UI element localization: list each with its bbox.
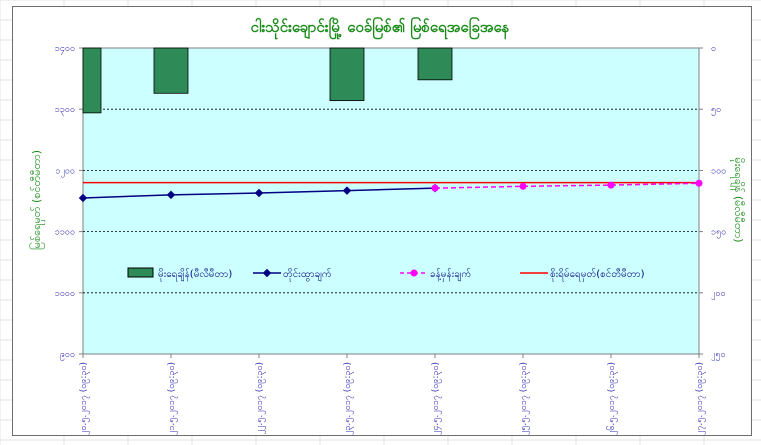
forecast-point bbox=[695, 179, 703, 187]
chart-title: ငါးသိုင်းချောင်းမြို့ ဝေခ်မြစ်၏ မြစ်ရေအခ… bbox=[251, 16, 510, 40]
forecast-point bbox=[519, 182, 527, 190]
observed-point bbox=[166, 190, 176, 200]
forecast-point bbox=[431, 184, 439, 192]
legend-label: မိုးရေချိန်(မီလီမီတာ) bbox=[158, 267, 232, 282]
x-tick-label: ၂၅.၅.၂၀၁၇ (၀၉:၃၀) bbox=[519, 362, 530, 435]
left-tick-label: ၁၀၀၀ bbox=[55, 289, 75, 299]
x-tick-label: ၂၁.၅.၂၀၁၇ (၀၉:၃၀) bbox=[167, 362, 178, 435]
left-tick-label: ၁၄၀၀ bbox=[55, 44, 75, 55]
right-tick-label: ၂၅၀ bbox=[711, 350, 726, 361]
left-tick-label: ၁၂၀၀ bbox=[55, 166, 75, 177]
rainfall-bar bbox=[329, 47, 365, 102]
series-line bbox=[434, 182, 700, 189]
x-tick-label: ၂၄.၅.၂၀၁၇ (၀၉:၃၀) bbox=[431, 362, 442, 435]
right-tick-label: ၀ bbox=[711, 44, 716, 54]
legend-marker bbox=[262, 268, 272, 278]
legend-label: တိုင်းထွာချက် bbox=[283, 267, 332, 282]
legend-swatch bbox=[127, 267, 154, 278]
left-tick-label: ၉၀၀ bbox=[60, 350, 75, 361]
rainfall-bar bbox=[153, 47, 189, 94]
observed-point bbox=[78, 193, 88, 203]
right-tick-label: ၂၀၀ bbox=[711, 289, 726, 300]
legend-label: ခန့်မှန်းချက် bbox=[430, 267, 471, 282]
left-tick-label: ၁၃၀၀ bbox=[55, 105, 75, 116]
rainfall-bar bbox=[82, 47, 102, 114]
left-axis-title: မြစ်ရေမှတ် (စင်တီမီတာ) bbox=[29, 150, 45, 250]
x-tick-label: ၂၇.၅.၂၀၁၇ (၀၉:၃၀) bbox=[695, 362, 706, 435]
x-tick-label: ၂၆.၅.၂၀၁၇ (၀၉:၃၀) bbox=[606, 362, 618, 435]
observed-point bbox=[342, 186, 352, 195]
left-tick-label: ၁၁၀၀ bbox=[55, 228, 75, 238]
forecast-point bbox=[607, 181, 615, 189]
legend-label: စိုးရိမ်ရေမှတ်(စင်တီမီတာ) bbox=[550, 267, 645, 282]
right-tick-label: ၁၀၀ bbox=[711, 166, 726, 176]
legend-marker bbox=[410, 269, 418, 277]
x-tick-label: ၂၃.၅.၂၀၁၇ (၀၉:၃၀) bbox=[343, 362, 354, 435]
right-tick-label: ၁၅၀ bbox=[711, 228, 726, 239]
right-tick-label: ၅၀ bbox=[711, 105, 721, 116]
x-tick-label: ၂၀.၅.၂၀၁၇ (၀၉:၃၀) bbox=[79, 362, 90, 435]
observed-point bbox=[254, 188, 264, 198]
right-axis-title: မိုးရေချိန် (မီလီမီတာ) bbox=[730, 157, 745, 242]
x-tick-label: ၂၂.၅.၂၀၁၇ (၀၉:၃၀) bbox=[255, 362, 266, 434]
rainfall-bar bbox=[417, 47, 453, 81]
plot-area bbox=[82, 47, 700, 355]
